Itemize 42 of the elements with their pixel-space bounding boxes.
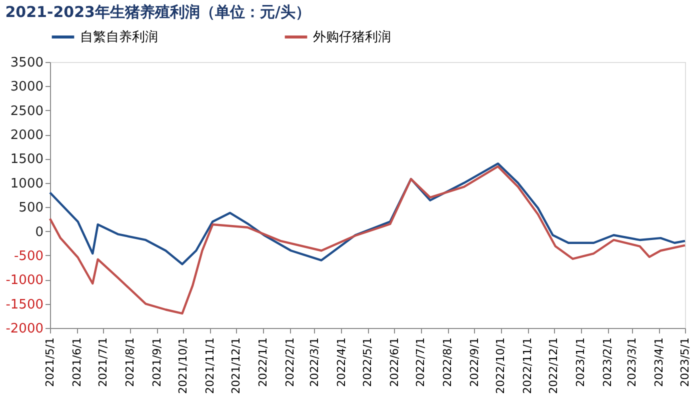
x-tick-label: 2021/6/1: [70, 338, 84, 387]
x-tick-label: 2021/8/1: [124, 338, 137, 387]
y-tick-label: 1000: [10, 176, 44, 192]
legend-label: 外购仔猪利润: [313, 30, 391, 45]
x-tick-label: 2021/5/1: [44, 338, 56, 387]
x-tick-label: 2022/4/1: [334, 338, 348, 387]
line-series: [48, 165, 686, 315]
y-tick-label: 3500: [10, 56, 44, 70]
x-tick-label: 2022/5/1: [361, 338, 374, 387]
x-tick-label: 2021/9/1: [150, 338, 164, 387]
y-tick-label: -1500: [6, 297, 44, 312]
y-tick-label: -2000: [6, 322, 44, 336]
x-tick-label: 2022/8/1: [441, 338, 454, 387]
y-tick-label: 0: [35, 224, 44, 240]
y-tick-label: -1000: [6, 273, 44, 288]
x-tick-label: 2022/7/1: [414, 338, 428, 387]
x-tick-label: 2023/4/1: [652, 338, 666, 387]
x-tick-label: 2022/2/1: [284, 338, 297, 387]
x-tick-label: 2023/1/1: [574, 338, 588, 387]
x-tick-label: 2022/12/1: [547, 338, 560, 394]
x-tick-label: 2023/2/1: [601, 338, 614, 387]
x-tick-label: 2023/3/1: [625, 338, 638, 387]
chart-title: 2021-2023年生猪养殖利润（单位：元/头）: [5, 3, 310, 21]
y-tick-label: 500: [18, 200, 44, 216]
x-tick-label: 2021/12/1: [230, 338, 243, 394]
x-tick-label: 2022/11/1: [521, 338, 534, 394]
y-tick-label: -500: [14, 248, 44, 264]
x-tick-label: 2022/10/1: [494, 338, 508, 394]
line-series: [48, 162, 686, 266]
x-tick-label: 2021/11/1: [204, 338, 217, 394]
x-tick-label: 2021/7/1: [96, 338, 110, 387]
x-tick-label: 2022/9/1: [468, 338, 481, 387]
x-tick-label: 2021/10/1: [176, 338, 190, 394]
y-tick-label: 2000: [10, 128, 44, 144]
x-tick-label: 2022/3/1: [308, 338, 321, 387]
x-tick-label: 2022/6/1: [388, 338, 401, 387]
x-tick-label: 2022/1/1: [256, 338, 270, 387]
y-tick-label: 2500: [10, 104, 44, 119]
legend-label: 自繁自养利润: [80, 29, 158, 45]
y-tick-label: 3000: [10, 80, 44, 95]
x-tick-label: 2023/5/1: [678, 338, 692, 387]
y-tick-label: 1500: [10, 152, 44, 168]
